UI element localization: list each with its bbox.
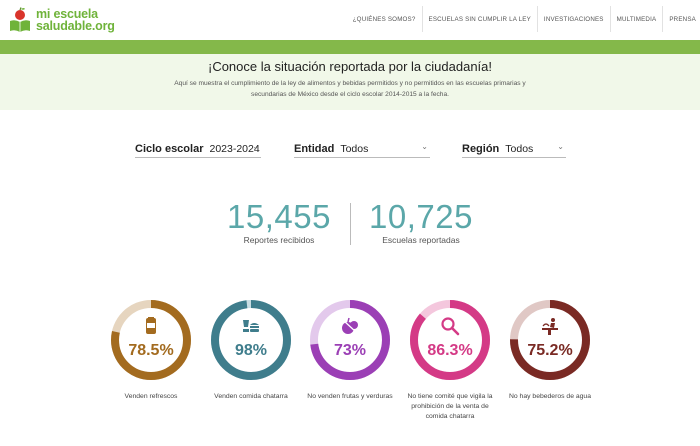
indicator-comite[interactable]: 86.3% — [408, 298, 492, 382]
fruit-icon — [340, 316, 360, 336]
filter-entidad-value: Todos — [340, 142, 369, 155]
main-nav: ¿QUIÉNES SOMOS? ESCUELAS SIN CUMPLIR LA … — [347, 6, 700, 32]
indicator-value: 75.2% — [527, 342, 573, 359]
intro-title: ¡Conoce la situación reportada por la ci… — [207, 59, 492, 74]
site-header: mi escuela saludable.org ¿QUIÉNES SOMOS?… — [0, 0, 700, 40]
filter-ciclo-value: 2023-2024 — [209, 142, 260, 155]
indicator-label-bebederos: No hay bebederos de agua — [508, 393, 591, 400]
stat-reportes-value: 15,455 — [227, 198, 331, 235]
donut-progress-arc — [211, 300, 291, 380]
header-green-bar — [0, 40, 700, 54]
nav-escuelas-sin-cumplir[interactable]: ESCUELAS SIN CUMPLIR LA LEY — [423, 6, 538, 32]
logo-text-line1: mi escuela — [36, 7, 98, 21]
nav-investigaciones[interactable]: INVESTIGACIONES — [538, 6, 611, 32]
intro-description: Aquí se muestra el cumplimiento de la le… — [174, 80, 526, 98]
donut-progress-arc — [111, 300, 191, 380]
filter-ciclo-label: Ciclo escolar — [135, 142, 204, 155]
indicator-frutas-verduras[interactable]: 73% — [308, 298, 392, 382]
stat-reportes-label: Reportes recibidos — [243, 235, 315, 245]
nav-multimedia[interactable]: MULTIMEDIA — [611, 6, 664, 32]
chevron-down-icon: ⌄ — [557, 142, 564, 151]
filter-region-label: Región — [462, 142, 500, 155]
donut-ring — [410, 300, 490, 380]
stat-reportes: 15,455 Reportes recibidos — [220, 198, 338, 246]
chevron-down-icon: ⌄ — [421, 142, 428, 151]
donut-ring — [510, 300, 590, 380]
filter-entidad-label: Entidad — [294, 142, 335, 155]
indicator-comida-chatarra[interactable]: 98% — [209, 298, 293, 382]
indicator-label-refrescos: Venden refrescos — [124, 393, 178, 400]
apple-book-icon — [8, 7, 32, 33]
indicator-bebederos[interactable]: 75.2% — [508, 298, 592, 382]
indicator-refrescos[interactable]: 78.5% — [109, 298, 193, 382]
filter-region-value: Todos — [505, 142, 534, 155]
chevron-down-icon: ⌄ — [252, 142, 259, 151]
intro-section: ¡Conoce la situación reportada por la ci… — [0, 54, 700, 110]
donut-ring — [211, 300, 291, 380]
indicator-label-comite: No tiene comité que vigila la prohibició… — [407, 393, 493, 420]
logo-text-line2: saludable.org — [36, 19, 115, 33]
filter-entidad[interactable]: Entidad Todos ⌄ — [294, 140, 430, 158]
indicator-value: 86.3% — [427, 342, 473, 359]
stat-escuelas: 10,725 Escuelas reportadas — [362, 198, 480, 246]
indicator-value: 98% — [234, 342, 268, 359]
indicator-value: 78.5% — [128, 342, 174, 359]
indicator-label-frutas-verduras: No venden frutas y verduras — [307, 393, 393, 400]
site-logo[interactable]: mi escuela saludable.org — [8, 5, 115, 35]
nav-quienes-somos[interactable]: ¿QUIÉNES SOMOS? — [347, 6, 423, 32]
donut-progress-arc — [410, 300, 490, 380]
stat-escuelas-value: 10,725 — [369, 198, 473, 235]
stats-divider — [350, 203, 351, 245]
donut-progress-arc — [510, 300, 590, 380]
donut-ring — [310, 300, 390, 380]
magnifier-icon — [440, 316, 460, 336]
stat-escuelas-label: Escuelas reportadas — [382, 235, 460, 245]
soda-can-icon — [141, 316, 161, 336]
nav-prensa[interactable]: PRENSA — [669, 15, 696, 23]
filter-region[interactable]: Región Todos ⌄ — [462, 140, 566, 158]
donut-progress-arc — [310, 300, 390, 380]
junk-food-icon — [241, 316, 261, 336]
filter-ciclo-escolar[interactable]: Ciclo escolar 2023-2024 ⌄ — [135, 140, 261, 158]
indicator-value: 73% — [333, 342, 367, 359]
water-fountain-icon — [540, 316, 560, 336]
donut-ring — [111, 300, 191, 380]
indicator-label-comida-chatarra: Venden comida chatarra — [214, 393, 288, 400]
